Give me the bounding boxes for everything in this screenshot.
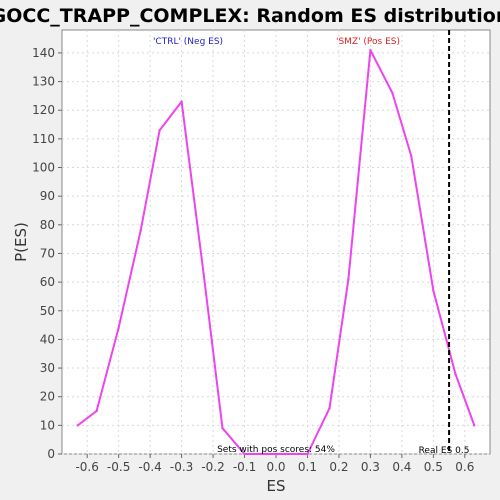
data-point [202, 272, 205, 275]
real-es-label: Real ES 0.5 [419, 446, 470, 456]
data-point [284, 452, 287, 456]
x-tick-label: 0.3 [361, 460, 380, 474]
series-layer [76, 48, 476, 456]
data-point [454, 372, 457, 375]
x-tick-label: 0.5 [424, 460, 443, 474]
x-tick-label: -0.4 [138, 460, 161, 474]
x-tick-label: 0.4 [392, 460, 411, 474]
x-tick-label: -0.2 [201, 460, 224, 474]
neg-es-label: 'CTRL' (Neg ES) [153, 37, 223, 47]
data-point [410, 154, 413, 158]
data-point [243, 452, 246, 456]
x-axis-ticks: -0.6 -0.5 -0.4 -0.3 -0.2 -0.1 0.0 0.1 0.2 0.3 0.4 0… [75, 454, 474, 474]
y-tick-label: 140 [32, 46, 55, 60]
x-tick-label: 0.2 [329, 460, 348, 474]
data-point [158, 129, 161, 132]
y-tick-label: 100 [32, 161, 55, 175]
pos-scores-label: Sets with pos scores: 54% [217, 445, 335, 455]
series-line [77, 49, 476, 455]
data-point [221, 427, 224, 430]
y-tick-label: 80 [40, 218, 55, 232]
data-point [180, 100, 183, 103]
data-point [139, 229, 142, 232]
x-tick-label: -0.5 [107, 460, 130, 474]
data-point [265, 452, 268, 456]
grid-lines [62, 30, 490, 455]
pos-es-label: 'SMZ' (Pos ES) [336, 37, 400, 47]
y-tick-label: 60 [40, 275, 55, 289]
y-tick-label: 70 [40, 246, 55, 260]
x-tick-label: 0.0 [266, 460, 285, 474]
y-tick-label: 40 [40, 332, 55, 346]
y-axis-ticks: 0 10 20 30 40 50 60 70 80 90 100 110 120 130 140 [32, 46, 62, 461]
data-point [117, 326, 120, 330]
x-tick-label: 0.1 [298, 460, 317, 474]
x-tick-label: -0.6 [75, 460, 98, 474]
data-point [328, 406, 331, 410]
data-point [369, 48, 372, 52]
y-tick-label: 20 [40, 390, 55, 404]
y-tick-label: 30 [40, 361, 55, 375]
data-point [306, 452, 309, 456]
x-tick-label: 0.6 [455, 460, 474, 474]
y-tick-label: 90 [40, 189, 55, 203]
y-tick-label: 50 [40, 304, 55, 318]
y-tick-label: 0 [47, 447, 55, 461]
data-point [391, 91, 394, 95]
y-tick-label: 120 [32, 103, 55, 117]
data-point [432, 289, 435, 292]
x-axis-label: ES [267, 477, 286, 495]
data-point [347, 278, 350, 281]
y-tick-label: 10 [40, 418, 55, 432]
y-tick-label: 130 [32, 75, 55, 89]
data-point [76, 424, 79, 427]
x-tick-label: -0.3 [170, 460, 193, 474]
data-point [473, 424, 476, 427]
y-axis-label: P(ES) [12, 222, 30, 262]
x-tick-label: -0.1 [233, 460, 256, 474]
y-tick-label: 110 [32, 132, 55, 146]
data-point [95, 409, 98, 413]
chart-title: GOCC_TRAPP_COMPLEX: Random ES distributi… [0, 5, 500, 27]
